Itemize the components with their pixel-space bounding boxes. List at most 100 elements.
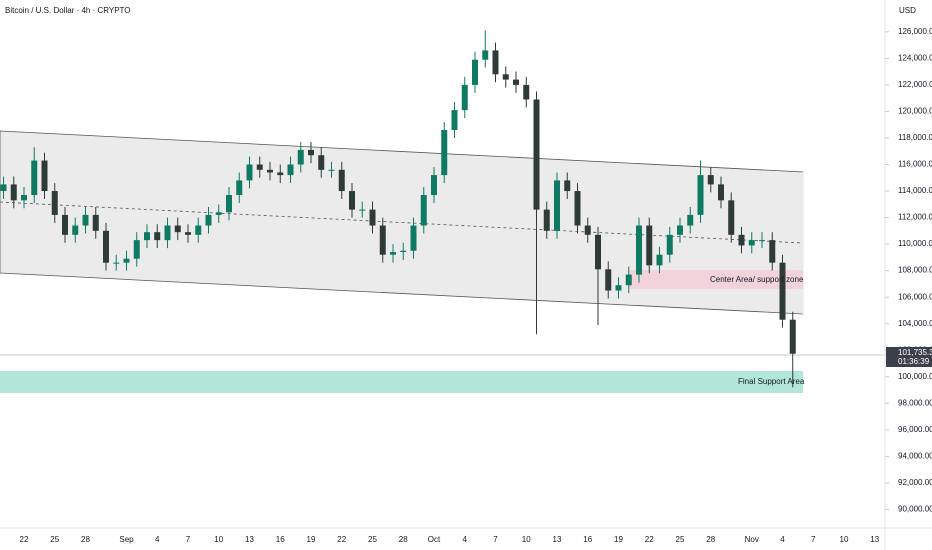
final-support-zone	[0, 371, 803, 393]
candle-body	[267, 169, 273, 173]
annotation: Center Area/ support zone	[710, 275, 804, 284]
x-tick-label: Oct	[428, 535, 441, 544]
candle-body	[564, 180, 571, 192]
x-tick-label: 10	[840, 535, 849, 544]
x-tick-label: 10	[522, 535, 531, 544]
candle-body	[133, 240, 140, 259]
y-tick-label: 116,000.00	[898, 160, 932, 169]
candle-body	[308, 149, 314, 156]
candle-body	[359, 209, 366, 211]
candle-body	[738, 234, 745, 246]
candle-body	[533, 99, 540, 210]
candle-body	[287, 164, 294, 176]
candle-body	[769, 240, 776, 263]
x-tick-label: 22	[645, 535, 654, 544]
candle-body	[92, 214, 99, 231]
last-price-box	[886, 347, 932, 367]
candle-body	[226, 195, 232, 213]
x-tick-label: 16	[583, 535, 592, 544]
candle-body	[748, 240, 755, 246]
candle-body	[41, 160, 48, 192]
channel-midline	[0, 201, 804, 244]
y-tick-label: 118,000.00	[898, 133, 932, 142]
candle-body	[10, 184, 17, 201]
currency-label: USD	[899, 6, 916, 15]
candle-body	[215, 212, 222, 215]
y-tick-label: 110,000.00	[898, 239, 932, 248]
candle-body	[574, 191, 581, 226]
x-tick-label: 13	[245, 535, 254, 544]
last-price-label: 101,735.30	[898, 348, 932, 357]
candle-body	[707, 175, 714, 185]
candle-body	[595, 234, 601, 270]
candle-body	[687, 214, 694, 226]
x-tick-label: 28	[706, 535, 715, 544]
candle-body	[236, 180, 243, 196]
candle-body	[543, 209, 550, 231]
candle-body	[328, 169, 335, 171]
candle-body	[451, 110, 458, 131]
candle-body	[246, 164, 253, 181]
candle-body	[349, 191, 355, 210]
y-tick-label: 90,000.00	[898, 505, 932, 514]
candle-body	[461, 84, 468, 111]
y-tick-label: 124,000.00	[898, 53, 932, 62]
candle-body	[195, 225, 202, 235]
y-tick-label: 98,000.00	[898, 398, 932, 407]
candle-body	[318, 155, 325, 170]
candle-body	[185, 232, 191, 235]
x-tick-label: 7	[186, 535, 191, 544]
candle-body	[390, 252, 396, 255]
candle-body	[21, 195, 27, 201]
candle-body	[523, 84, 530, 100]
annotation: Final Support Area	[738, 377, 805, 386]
candle-body	[51, 191, 58, 215]
candle-body	[400, 250, 407, 253]
x-tick-label: 4	[780, 535, 785, 544]
x-tick-label: 19	[614, 535, 623, 544]
candle-body	[154, 232, 161, 241]
candle-body	[482, 50, 489, 60]
chart-title: Bitcoin / U.S. Dollar · 4h · CRYPTO	[5, 6, 131, 15]
candle-body	[584, 225, 591, 235]
x-tick-label: 4	[463, 535, 468, 544]
candle-body	[718, 184, 724, 201]
candle-body	[472, 59, 478, 85]
x-tick-label: 25	[676, 535, 685, 544]
candle-body	[441, 130, 448, 176]
countdown-label: 01:36:39	[898, 357, 930, 366]
x-tick-label: Sep	[119, 535, 134, 544]
candle-body	[72, 225, 79, 235]
candle-body	[174, 225, 181, 233]
x-tick-label: 13	[870, 535, 879, 544]
y-tick-label: 96,000.00	[898, 425, 932, 434]
y-tick-label: 100,000.00	[898, 372, 932, 381]
x-tick-label: 16	[276, 535, 285, 544]
x-tick-label: 10	[214, 535, 223, 544]
x-tick-label: 7	[811, 535, 816, 544]
y-tick-label: 122,000.00	[898, 80, 932, 89]
candle-body	[431, 175, 437, 196]
candle-body	[677, 225, 683, 235]
x-tick-label: 25	[368, 535, 377, 544]
candle-body	[420, 195, 427, 226]
candle-body	[666, 234, 673, 255]
y-tick-label: 126,000.00	[898, 27, 932, 36]
candle-body	[636, 225, 642, 275]
x-tick-label: 25	[50, 535, 59, 544]
candle-body	[554, 180, 560, 231]
candle-body	[277, 172, 284, 176]
x-tick-label: 22	[337, 535, 346, 544]
y-tick-label: 108,000.00	[898, 266, 932, 275]
candle-body	[625, 274, 632, 286]
candle-body	[256, 164, 263, 170]
candle-body	[62, 214, 68, 235]
x-tick-label: 28	[399, 535, 408, 544]
candle-body	[0, 184, 7, 192]
candle-body	[144, 232, 150, 241]
support-zone	[628, 270, 803, 289]
candle-body	[615, 285, 622, 291]
candle-body	[646, 225, 653, 266]
x-tick-label: 28	[81, 535, 90, 544]
